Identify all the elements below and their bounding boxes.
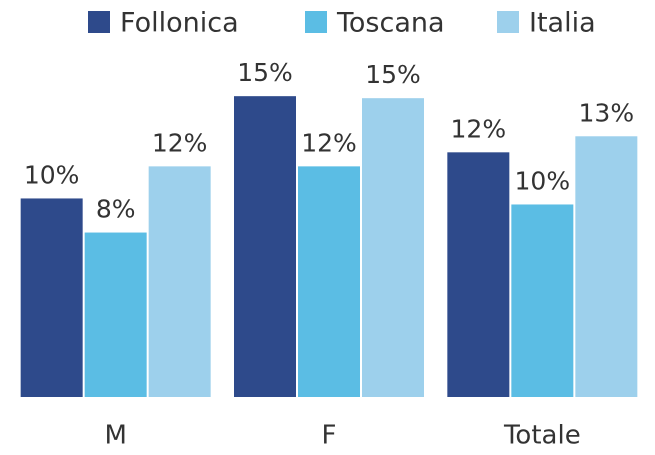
bar [234, 96, 296, 398]
bar [148, 166, 211, 397]
value-label: 10% [515, 166, 571, 195]
value-label: 10% [24, 160, 80, 189]
value-label: 12% [451, 114, 507, 143]
bar [511, 204, 574, 397]
bar [84, 232, 147, 397]
value-label: 13% [579, 98, 635, 127]
value-label: 12% [301, 128, 357, 157]
value-label: 15% [365, 60, 421, 89]
x-tick-label: F [322, 421, 337, 451]
value-label: 15% [237, 58, 293, 87]
x-tick-label: M [104, 421, 126, 451]
legend-swatch [88, 11, 110, 33]
value-label: 8% [96, 195, 136, 224]
bar [575, 136, 638, 397]
legend-label: Italia [529, 8, 596, 39]
bar [298, 166, 360, 397]
value-label: 12% [152, 128, 208, 157]
bar [362, 98, 424, 397]
x-tick-label: Totale [503, 421, 581, 451]
legend-label: Toscana [336, 8, 445, 39]
bar [20, 198, 83, 397]
bar [447, 152, 510, 397]
legend-label: Follonica [120, 8, 239, 39]
legend-swatch [305, 11, 327, 33]
legend-swatch [497, 11, 519, 33]
